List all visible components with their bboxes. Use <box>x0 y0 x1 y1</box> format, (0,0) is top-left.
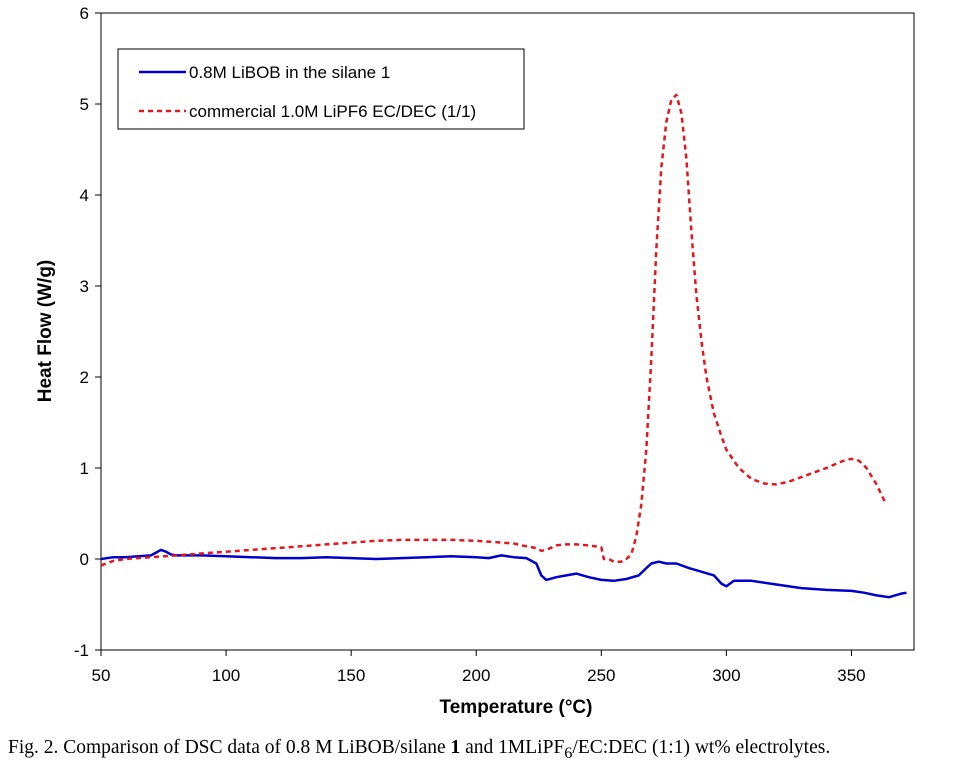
axis-ticks: 50 100 150 200 250 300 350 -1 0 1 2 3 4 5 6 <box>74 4 866 685</box>
series-layer <box>100 93 907 599</box>
x-tick-label: 150 <box>337 666 365 685</box>
figure-caption: Fig. 2. Comparison of DSC data of 0.8 M … <box>8 737 953 763</box>
legend-label-lipf6: commercial 1.0M LiPF6 EC/DEC (1/1) <box>189 102 476 121</box>
y-tick-label: 4 <box>80 186 89 205</box>
y-axis-title: Heat Flow (W/g) <box>35 260 56 402</box>
caption-bold-number: 1 <box>450 737 461 758</box>
y-tick-label: 5 <box>80 95 89 114</box>
x-tick-label: 300 <box>712 666 740 685</box>
x-tick-label: 350 <box>837 666 865 685</box>
series-line-libob <box>100 548 907 599</box>
y-tick-label: -1 <box>74 641 89 660</box>
y-tick-label: 6 <box>80 4 89 23</box>
y-tick-label: 2 <box>80 368 89 387</box>
legend: 0.8M LiBOB in the silane 1 commercial 1.… <box>117 48 525 130</box>
x-axis-title: Temperature (°C) <box>440 697 593 718</box>
dsc-chart: 50 100 150 200 250 300 350 -1 0 1 2 3 4 5 6 Temperatur… <box>35 4 915 718</box>
caption-middle: and 1MLiPF <box>460 737 565 758</box>
legend-label-libob: 0.8M LiBOB in the silane 1 <box>189 63 390 82</box>
legend-box <box>117 48 525 130</box>
y-tick-label: 0 <box>80 550 89 569</box>
plot-area <box>100 12 915 651</box>
caption-subscript: 6 <box>564 743 573 762</box>
x-tick-label: 100 <box>212 666 240 685</box>
y-tick-label: 3 <box>80 277 89 296</box>
series-line-lipf6 <box>100 93 888 567</box>
x-tick-label: 250 <box>587 666 615 685</box>
x-tick-label: 50 <box>92 666 111 685</box>
y-tick-label: 1 <box>80 459 89 478</box>
caption-suffix: /EC:DEC (1:1) wt% electrolytes. <box>572 737 831 758</box>
x-tick-label: 200 <box>462 666 490 685</box>
caption-prefix: Fig. 2. Comparison of DSC data of 0.8 M … <box>8 737 451 758</box>
